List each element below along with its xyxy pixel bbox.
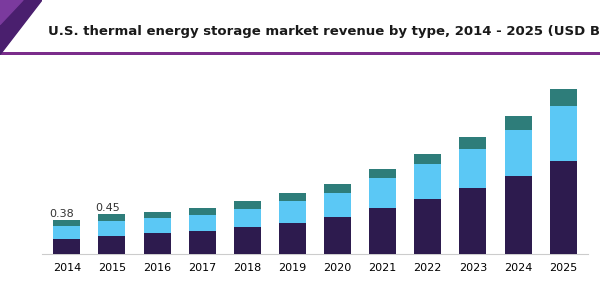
Bar [279, 223, 306, 254]
Bar [414, 164, 442, 199]
Bar [53, 220, 80, 226]
Bar [234, 209, 261, 227]
Bar [460, 149, 487, 188]
Bar [505, 116, 532, 130]
Bar [188, 231, 216, 254]
Bar [53, 239, 80, 254]
Legend: Sensible Heat Storage, Latent Heat Storage, Thermochemical Heat Storage: Sensible Heat Storage, Latent Heat Stora… [88, 294, 542, 295]
Bar [505, 130, 532, 176]
Bar [414, 154, 442, 164]
Bar [505, 176, 532, 254]
Text: U.S. thermal energy storage market revenue by type, 2014 - 2025 (USD Billion): U.S. thermal energy storage market reven… [47, 25, 600, 38]
Bar [188, 208, 216, 215]
Bar [143, 233, 170, 254]
Bar [414, 199, 442, 254]
Bar [550, 106, 577, 161]
Text: 0.45: 0.45 [95, 203, 119, 213]
Bar [369, 178, 396, 208]
Bar [460, 188, 487, 254]
Bar [369, 169, 396, 178]
Bar [98, 214, 125, 221]
Bar [98, 221, 125, 236]
Bar [143, 212, 170, 218]
Bar [98, 236, 125, 254]
Bar [460, 137, 487, 149]
Bar [279, 193, 306, 201]
Bar [53, 226, 80, 239]
Bar [324, 217, 351, 254]
Polygon shape [0, 0, 42, 55]
Bar [324, 184, 351, 193]
Bar [550, 161, 577, 254]
Bar [188, 215, 216, 231]
Bar [234, 201, 261, 209]
Bar [324, 193, 351, 217]
Bar [279, 201, 306, 223]
Bar [550, 89, 577, 106]
Bar [234, 227, 261, 254]
Text: 0.38: 0.38 [50, 209, 74, 219]
Polygon shape [0, 0, 23, 24]
Bar [369, 208, 396, 254]
Bar [143, 218, 170, 233]
